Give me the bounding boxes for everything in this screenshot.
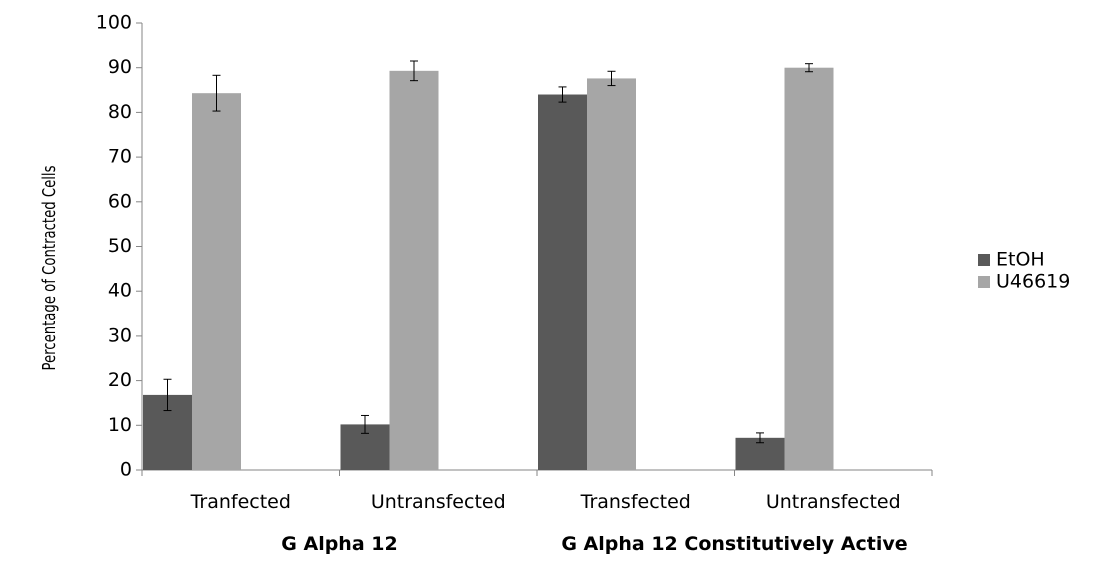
- y-tick-label: 60: [108, 190, 132, 212]
- x-category-label: Untransfected: [371, 491, 506, 513]
- bar-etoh-2: [538, 94, 587, 471]
- legend-label-u46619: U46619: [996, 271, 1070, 293]
- x-category-label: Transfected: [580, 491, 691, 513]
- axes: 0 10 20 30 40 50 60 70 80 90 100: [96, 12, 933, 481]
- legend-swatch-etoh: [978, 254, 990, 266]
- bar-u46619-0: [192, 93, 241, 470]
- y-tick-label: 20: [108, 369, 132, 391]
- x-group-label: G Alpha 12: [281, 533, 397, 555]
- y-tick-label: 50: [108, 235, 132, 257]
- bar-u46619-3: [784, 67, 834, 470]
- legend-label-etoh: EtOH: [996, 249, 1045, 271]
- legend-swatch-u46619: [978, 276, 990, 288]
- y-tick-label: 100: [96, 12, 132, 34]
- y-axis-title: Percentage of Contracted Cells: [39, 166, 60, 371]
- axis-labels: Tranfected Untransfected Transfected Untran…: [190, 491, 908, 555]
- bar-u46619-2: [587, 78, 636, 470]
- x-category-label: Untransfected: [766, 491, 901, 513]
- y-tick-label: 40: [108, 280, 132, 302]
- y-tick-label: 90: [108, 56, 132, 78]
- y-tick-label: 0: [120, 459, 132, 481]
- y-tick-label: 30: [108, 324, 132, 346]
- x-group-label: G Alpha 12 Constitutively Active: [561, 533, 907, 555]
- y-tick-label: 10: [108, 414, 132, 436]
- bars: [143, 67, 834, 471]
- error-bars: [163, 60, 813, 444]
- y-tick-label: 80: [108, 101, 132, 123]
- x-category-label: Tranfected: [190, 491, 291, 513]
- y-tick-label: 70: [108, 146, 132, 168]
- bar-u46619-1: [389, 70, 439, 470]
